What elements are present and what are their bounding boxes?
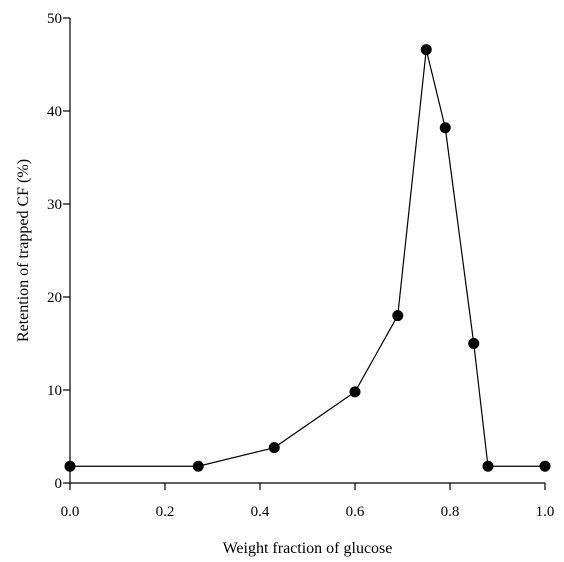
series-line bbox=[70, 49, 545, 467]
y-tick-label: 10 bbox=[47, 383, 62, 399]
y-tick-label: 20 bbox=[47, 290, 62, 306]
data-point bbox=[392, 310, 404, 322]
x-tick-label: 0.2 bbox=[156, 504, 175, 520]
y-tick-label: 0 bbox=[55, 476, 63, 492]
x-tick-label: 1.0 bbox=[536, 504, 555, 520]
x-axis-title: Weight fraction of glucose bbox=[223, 540, 393, 557]
data-point bbox=[420, 44, 432, 56]
x-tick-label: 0.6 bbox=[346, 504, 365, 520]
y-tick-label: 40 bbox=[47, 104, 62, 120]
data-point bbox=[468, 338, 480, 349]
data-point bbox=[192, 460, 204, 472]
x-tick-label: 0.0 bbox=[61, 504, 80, 520]
data-point bbox=[349, 386, 361, 398]
x-tick-label: 0.8 bbox=[441, 504, 460, 520]
data-point bbox=[539, 460, 551, 472]
y-tick-label: 30 bbox=[47, 197, 62, 213]
axes bbox=[63, 17, 546, 490]
y-axis-title: Retention of trapped CF (%) bbox=[15, 159, 32, 342]
x-tick-label: 0.4 bbox=[251, 504, 270, 520]
labels-layer: 0.0 0.2 0.4 0.6 0.8 1.0 0 10 20 30 40 50 Weight frac… bbox=[15, 11, 554, 557]
data-point bbox=[268, 442, 280, 454]
series-layer bbox=[64, 44, 551, 472]
data-point bbox=[482, 460, 494, 472]
y-tick-label: 50 bbox=[47, 11, 62, 27]
data-point bbox=[64, 460, 76, 472]
data-point bbox=[439, 122, 451, 134]
